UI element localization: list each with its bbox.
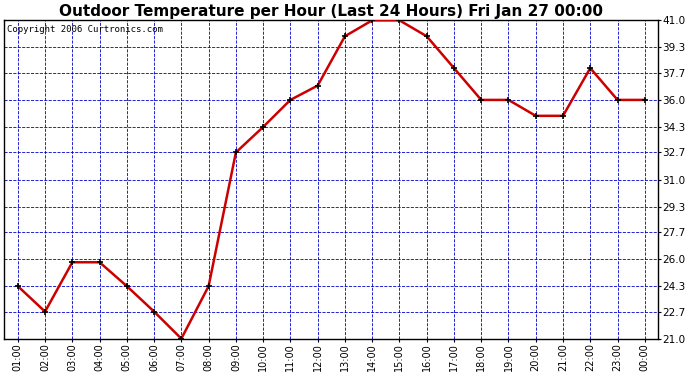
Title: Outdoor Temperature per Hour (Last 24 Hours) Fri Jan 27 00:00: Outdoor Temperature per Hour (Last 24 Ho… — [59, 4, 603, 19]
Text: Copyright 2006 Curtronics.com: Copyright 2006 Curtronics.com — [8, 25, 164, 34]
